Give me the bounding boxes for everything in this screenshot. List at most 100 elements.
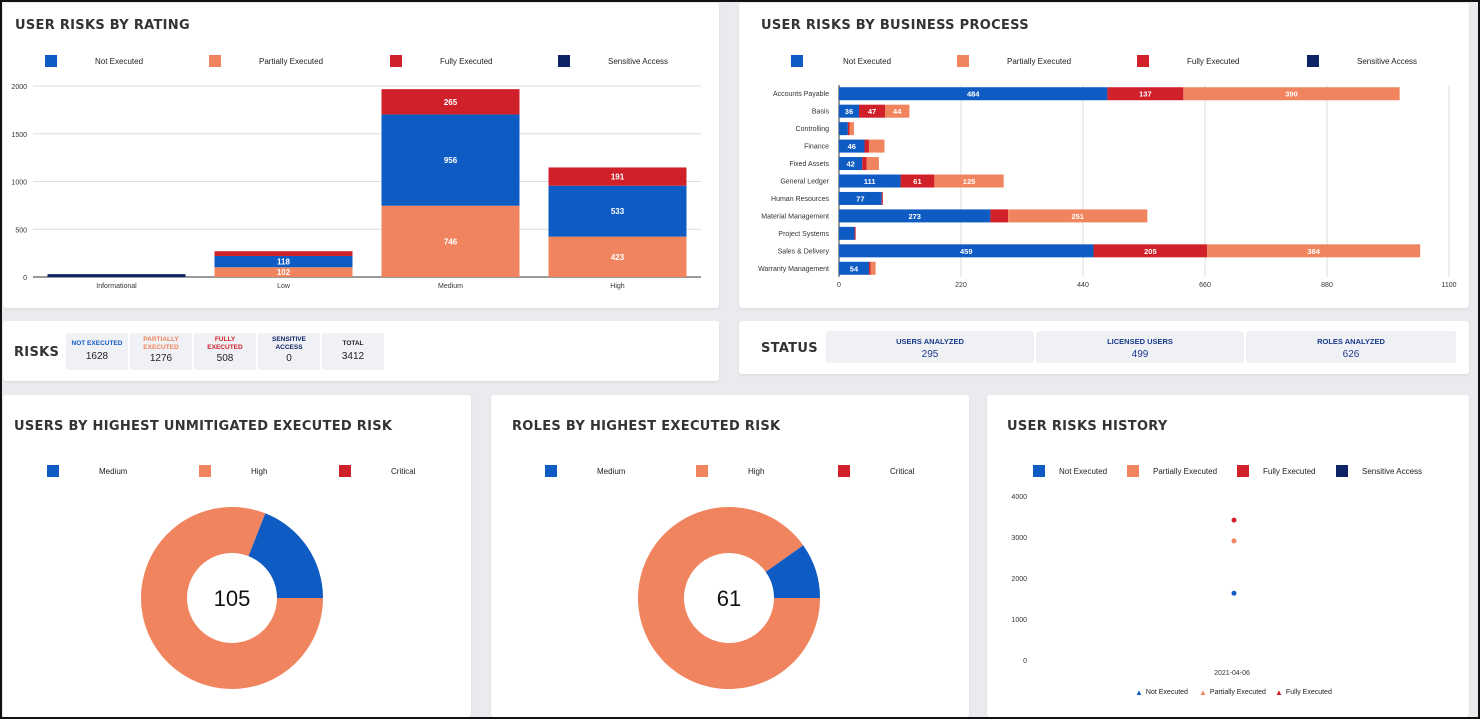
legend-fully-executed[interactable]: Fully Executed (390, 55, 492, 67)
bar-data-label: 390 (1285, 90, 1298, 99)
legend-sensitive-access[interactable]: Sensitive Access (1307, 55, 1417, 67)
bar-segment (548, 236, 687, 277)
stat-total: TOTAL 3412 (322, 333, 384, 370)
bar-data-label: 102 (277, 268, 291, 277)
legend-partially-executed[interactable]: Partially Executed (957, 55, 1071, 67)
bar-data-label: 118 (277, 258, 290, 267)
legend-high[interactable]: High (199, 465, 267, 477)
y-tick-label: Project Systems (778, 231, 829, 238)
legend-not-executed[interactable]: Not Executed (1033, 465, 1107, 477)
scatter-point (1231, 538, 1237, 544)
process-card: USER RISKS BY BUSINESS PROCESS Not Execu… (739, 3, 1469, 308)
line-series-icon: ▲ (1275, 688, 1283, 697)
legend-label: Fully Executed (1187, 56, 1240, 66)
bar-segment (847, 122, 850, 136)
legend-swatch-icon (199, 465, 211, 477)
legend-not-executed[interactable]: Not Executed (45, 55, 143, 67)
stat-label: SENSITIVE ACCESS (272, 336, 306, 351)
legend-critical[interactable]: Critical (339, 465, 415, 477)
legend-sensitive-access[interactable]: Sensitive Access (1336, 465, 1422, 477)
bar-data-label: 54 (850, 264, 859, 273)
bar-data-label: 273 (908, 212, 921, 221)
bar-segment (868, 261, 871, 275)
y-tick-label: Human Resources (771, 196, 829, 203)
stat-label: NOT EXECUTED (71, 340, 123, 347)
legend-label: Sensitive Access (1357, 56, 1418, 66)
legend-swatch-icon (791, 55, 803, 67)
stat-value: 1276 (149, 353, 173, 364)
legend-swatch-icon (1237, 465, 1249, 477)
bar-segment (548, 167, 687, 186)
rating-card-title: USER RISKS BY RATING (15, 18, 190, 33)
process-card-title: USER RISKS BY BUSINESS PROCESS (761, 18, 1029, 33)
bar-segment (839, 157, 863, 171)
bar-data-label: 459 (960, 247, 973, 256)
x-tick-label: 1100 (1441, 282, 1456, 289)
bar-segment (839, 261, 869, 275)
y-tick-label: Warranty Management (758, 266, 829, 273)
line-series-icon: ▲ (1199, 688, 1207, 697)
x-tick-label: Informational (96, 283, 137, 290)
bottom-legend-fully-executed[interactable]: ▲ Fully Executed (1275, 688, 1332, 697)
stat-label: LICENSED USERS (1107, 337, 1173, 346)
bar-segment (900, 174, 935, 188)
legend-label: Not Executed (1145, 689, 1188, 696)
y-tick-label: 3000 (1011, 535, 1027, 542)
bar-data-label: 533 (611, 207, 625, 216)
stat-value: 508 (216, 353, 234, 364)
bar-segment (870, 261, 876, 275)
bar-segment (934, 174, 1004, 188)
x-tick-label: 880 (1321, 282, 1333, 289)
legend-label: Not Executed (95, 56, 144, 66)
legend-label: Not Executed (843, 56, 892, 66)
bar-data-label: 42 (846, 160, 854, 169)
bar-segment (854, 226, 856, 240)
legend-fully-executed[interactable]: Fully Executed (1237, 465, 1315, 477)
legend-swatch-icon (696, 465, 708, 477)
bar-segment (214, 255, 353, 268)
bottom-legend-not-executed[interactable]: ▲ Not Executed (1135, 688, 1188, 697)
stat-not-executed: NOT EXECUTED 1628 (66, 333, 128, 370)
x-tick-label: 0 (837, 282, 841, 289)
bar-segment (381, 114, 520, 206)
donut-slice (248, 513, 323, 598)
y-tick-label: Finance (804, 144, 829, 151)
bar-segment (214, 267, 353, 277)
legend-label: Sensitive Access (1362, 466, 1423, 476)
y-tick-label: 1500 (11, 132, 27, 139)
legend-swatch-icon (545, 465, 557, 477)
legend-sensitive-access[interactable]: Sensitive Access (558, 55, 668, 67)
bottom-legend-partially-executed[interactable]: ▲ Partially Executed (1199, 688, 1266, 697)
bar-segment (214, 251, 353, 256)
bar-segment (868, 139, 885, 153)
status-summary-bar: STATUS USERS ANALYZED 295 LICENSED USERS… (739, 321, 1469, 374)
legend-label: Partially Executed (1153, 466, 1218, 476)
legend-not-executed[interactable]: Not Executed (791, 55, 891, 67)
y-tick-label: 1000 (1011, 617, 1027, 624)
stat-partially-executed: PARTIALLY EXECUTED 1276 (130, 333, 192, 370)
bar-segment (839, 226, 855, 240)
legend-medium[interactable]: Medium (47, 465, 127, 477)
stat-value: 626 (1342, 349, 1360, 360)
legend-label: High (251, 466, 268, 476)
history-card: USER RISKS HISTORY Not Executed Partiall… (987, 395, 1469, 717)
bar-segment (1183, 87, 1400, 101)
bar-segment (881, 191, 883, 205)
bar-segment (1107, 87, 1184, 101)
users-donut-chart: 105 (140, 507, 323, 689)
scatter-point (1231, 590, 1237, 596)
legend-fully-executed[interactable]: Fully Executed (1137, 55, 1239, 67)
legend-medium[interactable]: Medium (545, 465, 625, 477)
y-tick-label: 4000 (1011, 494, 1027, 501)
stat-users-analyzed: USERS ANALYZED 295 (826, 331, 1034, 363)
bar-data-label: 484 (967, 90, 980, 99)
legend-partially-executed[interactable]: Partially Executed (209, 55, 323, 67)
roles-donut-chart: 61 (638, 507, 820, 689)
legend-swatch-icon (1127, 465, 1139, 477)
x-tick-label: 2021-04-06 (1214, 670, 1250, 677)
legend-high[interactable]: High (696, 465, 764, 477)
legend-critical[interactable]: Critical (838, 465, 914, 477)
legend-label: Fully Executed (440, 56, 493, 66)
stat-label: FULLY EXECUTED (207, 336, 243, 351)
legend-partially-executed[interactable]: Partially Executed (1127, 465, 1217, 477)
